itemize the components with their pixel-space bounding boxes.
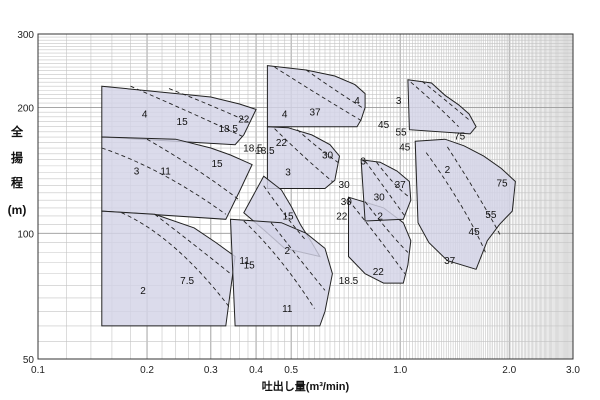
region-label: 22 <box>238 114 250 125</box>
y-tick-label: 50 <box>23 355 35 366</box>
region-label: 30 <box>322 151 334 162</box>
performance-region-4 <box>266 65 366 128</box>
y-tick-label: 100 <box>17 229 34 240</box>
performance-curve <box>270 222 326 291</box>
performance-curve <box>274 128 333 182</box>
x-tick-label: 3.0 <box>566 365 580 376</box>
region-label: 4 <box>142 110 148 121</box>
region-label: 3 <box>285 168 291 179</box>
region-label: 18.5 <box>243 144 263 155</box>
region-label: 3 <box>134 167 140 178</box>
x-tick-label: 0.5 <box>284 365 298 376</box>
performance-curve <box>274 66 364 123</box>
performance-curve <box>121 212 231 309</box>
performance-region-1 <box>101 85 257 146</box>
region-label: 15 <box>282 212 294 223</box>
region-label: 22 <box>373 267 385 278</box>
region-label: 2 <box>445 165 451 176</box>
performance-region-3 <box>101 210 236 327</box>
region-label: 3 <box>360 156 366 167</box>
region-label: 3 <box>396 96 402 107</box>
region-label: 4 <box>354 96 360 107</box>
performance-region-5 <box>266 126 341 189</box>
y-axis-label-part: (m) <box>8 203 27 217</box>
performance-curve <box>296 129 340 164</box>
region-label: 11 <box>160 167 171 178</box>
performance-curve <box>364 201 409 253</box>
region-label: 30 <box>341 197 353 208</box>
region-label: 2 <box>285 246 291 257</box>
x-tick-label: 1.0 <box>393 365 407 376</box>
x-tick-label: 2.0 <box>502 365 516 376</box>
performance-region-10 <box>414 138 516 270</box>
region-label: 37 <box>309 108 321 119</box>
region-label: 45 <box>378 120 390 131</box>
region-label: 18.5 <box>218 124 238 135</box>
region-label: 55 <box>395 127 407 138</box>
x-tick-label: 0.4 <box>249 365 263 376</box>
region-label: 37 <box>395 180 407 191</box>
performance-curve <box>348 199 406 274</box>
region-label: 75 <box>454 132 466 143</box>
performance-curve <box>243 220 315 309</box>
y-axis-label: 全揚程 (m) <box>8 124 27 217</box>
performance-region-2 <box>101 136 253 220</box>
region-label: 30 <box>339 180 351 191</box>
region-label: 11 <box>239 256 250 267</box>
y-axis-label-part: 程 <box>11 175 23 190</box>
y-axis-label-part: 揚 <box>11 150 23 165</box>
x-axis-label: 吐出し量(m³/min) <box>262 379 350 393</box>
y-axis-label-part: 全 <box>10 124 24 139</box>
performance-curve <box>425 152 486 253</box>
performance-curve <box>447 146 502 238</box>
region-label: 30 <box>374 193 386 204</box>
region-label: 45 <box>469 227 481 238</box>
region-label: 45 <box>399 142 411 153</box>
performance-curve <box>364 160 406 217</box>
x-tick-label: 0.2 <box>140 365 154 376</box>
region-label: 55 <box>485 210 497 221</box>
performance-curve <box>263 185 307 241</box>
region-label: 18.5 <box>339 276 359 287</box>
performance-curve <box>168 88 249 123</box>
performance-region-7 <box>229 218 333 327</box>
performance-curve <box>305 69 366 110</box>
performance-regions <box>101 65 516 327</box>
region-label: 11 <box>282 304 293 315</box>
performance-curve <box>154 213 231 275</box>
y-tick-label: 200 <box>17 104 34 115</box>
performance-curve <box>146 138 240 201</box>
performance-curve <box>101 147 227 215</box>
x-tick-label: 0.3 <box>204 365 218 376</box>
performance-curve <box>410 81 459 128</box>
x-tick-labels: 0.1 0.2 0.3 0.4 0.5 1.0 2.0 3.0 <box>31 365 580 376</box>
plot-frame <box>37 33 574 360</box>
performance-curve <box>421 81 471 122</box>
region-label: 15 <box>244 260 256 271</box>
region-label: 18.5 <box>255 146 275 157</box>
performance-curve <box>376 161 410 198</box>
region-label: 7.5 <box>180 276 194 287</box>
performance-curves <box>101 66 502 309</box>
region-label: 22 <box>336 212 348 223</box>
region-label: 2 <box>377 212 383 223</box>
region-label: 22 <box>276 138 288 149</box>
performance-region-9 <box>407 79 477 135</box>
x-tick-label: 0.1 <box>31 365 45 376</box>
region-label: 37 <box>444 256 456 267</box>
region-label: 4 <box>282 110 288 121</box>
region-label: 15 <box>177 117 189 128</box>
region-label: 2 <box>140 286 146 297</box>
region-label: 15 <box>211 159 223 170</box>
y-tick-label: 300 <box>17 30 34 41</box>
region-label: 75 <box>496 178 508 189</box>
y-tick-labels: 50 100 200 300 <box>17 30 34 366</box>
